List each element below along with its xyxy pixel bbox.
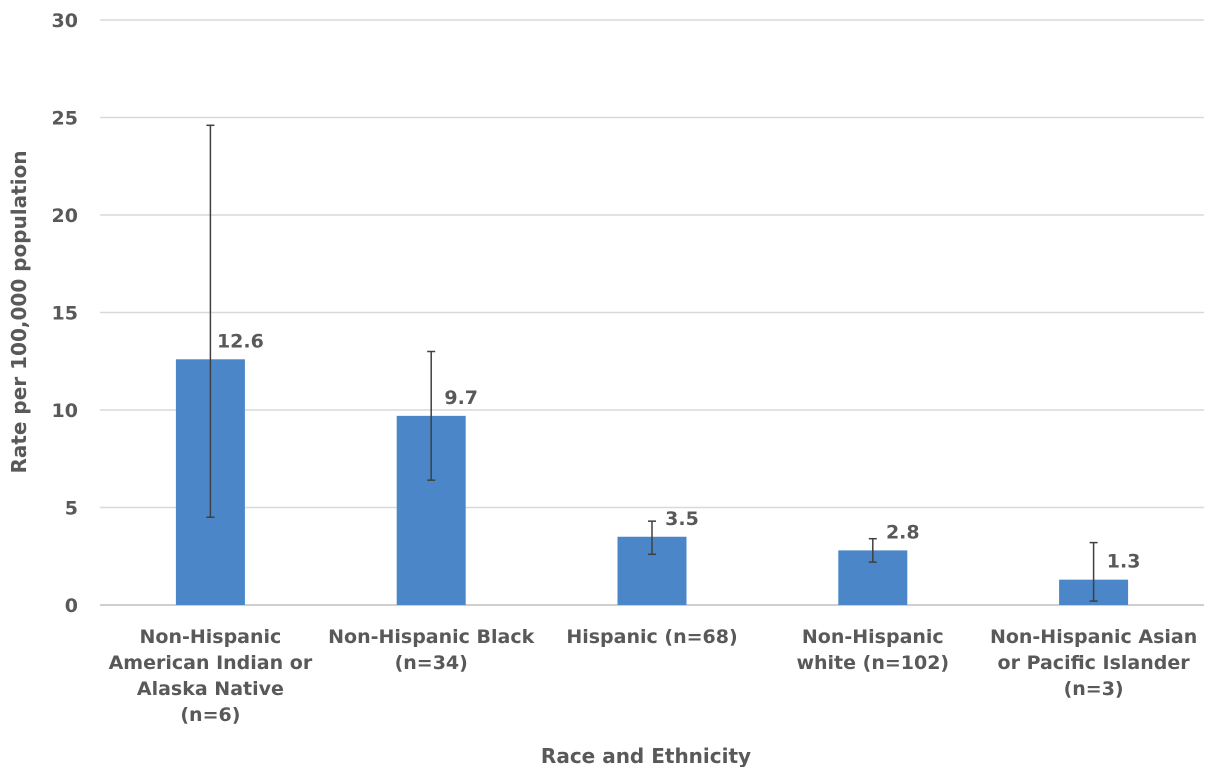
y-axis-title: Rate per 100,000 population bbox=[7, 150, 31, 473]
x-category-label: Non-Hispanic white (n=102) bbox=[796, 626, 949, 674]
y-tick-label: 20 bbox=[52, 205, 78, 227]
data-label: 9.7 bbox=[444, 387, 478, 409]
x-category-label: Non-Hispanic Asian or Pacific Islander (n=… bbox=[990, 626, 1197, 700]
data-label: 3.5 bbox=[665, 508, 699, 530]
x-category-label: Non-Hispanic Black (n=34) bbox=[328, 626, 535, 674]
y-tick-label: 10 bbox=[52, 400, 78, 422]
data-label: 1.3 bbox=[1107, 551, 1141, 573]
data-labels: 12.6 9.7 3.5 2.8 1.3 bbox=[217, 330, 1140, 572]
x-category-label: Non-Hispanic American Indian or Alaska Nat… bbox=[109, 626, 313, 726]
error-bars bbox=[206, 124, 1098, 602]
y-tick-label: 5 bbox=[65, 498, 78, 520]
y-tick-label: 0 bbox=[65, 595, 78, 617]
y-tick-label: 30 bbox=[52, 10, 78, 32]
data-label: 2.8 bbox=[886, 521, 920, 543]
y-tick-labels: 0 5 10 15 20 25 30 bbox=[52, 10, 78, 617]
x-category-label: Hispanic (n=68) bbox=[566, 626, 737, 648]
data-label: 12.6 bbox=[217, 330, 264, 352]
y-tick-label: 15 bbox=[52, 303, 78, 325]
y-tick-label: 25 bbox=[52, 108, 78, 130]
x-axis-title: Race and Ethnicity bbox=[541, 744, 751, 767]
bars bbox=[175, 359, 1129, 605]
x-category-labels: Non-Hispanic American Indian or Alaska Nat… bbox=[109, 626, 1198, 726]
gridlines bbox=[100, 19, 1204, 606]
